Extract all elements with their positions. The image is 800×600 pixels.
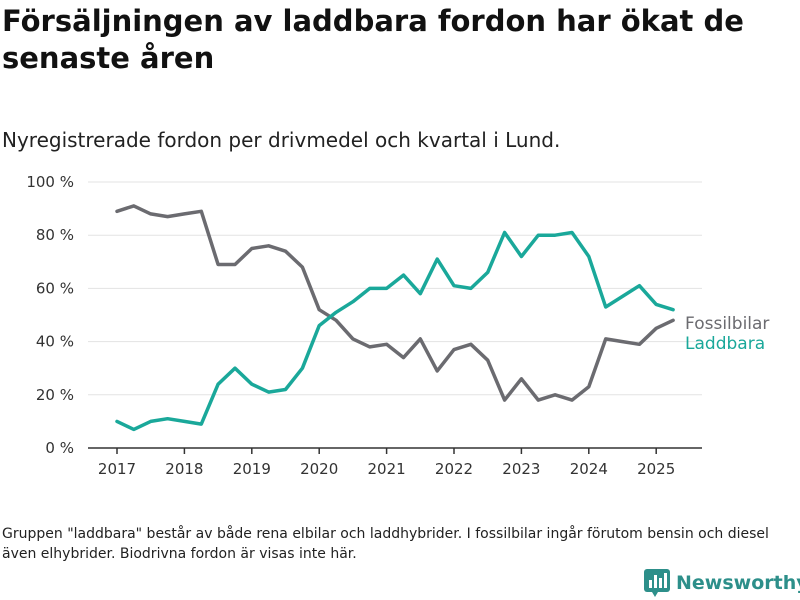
x-tick-label: 2017 <box>98 460 136 478</box>
bar-chart-logo-icon <box>644 569 670 597</box>
x-tick-label: 2019 <box>233 460 271 478</box>
brand-name: Newsworthy <box>676 572 800 594</box>
series-line <box>115 230 675 432</box>
y-tick-label: 100 % <box>26 173 74 191</box>
series-label: Laddbara <box>685 334 765 354</box>
chart-subtitle: Nyregistrerade fordon per drivmedel och … <box>2 128 561 152</box>
y-axis-ticks: 0 % 20 % 40 % 60 % 80 % 100 % <box>26 173 74 457</box>
x-tick-label: 2018 <box>165 460 203 478</box>
x-tick-label: 2020 <box>300 460 338 478</box>
y-tick-label: 20 % <box>36 386 74 404</box>
x-tick-label: 2022 <box>435 460 473 478</box>
x-tick-label: 2021 <box>368 460 406 478</box>
y-tick-label: 40 % <box>36 333 74 351</box>
series-label: Fossilbilar <box>685 314 769 334</box>
x-axis: 2017 2018 2019 2020 2021 2022 2023 2024 2025 <box>88 447 702 478</box>
x-tick-label: 2024 <box>570 460 608 478</box>
chart-title: Försäljningen av laddbara fordon har öka… <box>2 4 744 75</box>
y-tick-label: 0 % <box>45 439 74 457</box>
y-tick-label: 80 % <box>36 226 74 244</box>
x-tick-label: 2023 <box>502 460 540 478</box>
series-lines <box>115 204 675 432</box>
x-tick-label: 2025 <box>637 460 675 478</box>
series-line <box>115 204 675 402</box>
y-tick-label: 60 % <box>36 279 74 297</box>
brand-logo[interactable]: Newsworthy <box>644 569 800 597</box>
footnote: Gruppen "laddbara" består av både rena e… <box>2 526 769 562</box>
